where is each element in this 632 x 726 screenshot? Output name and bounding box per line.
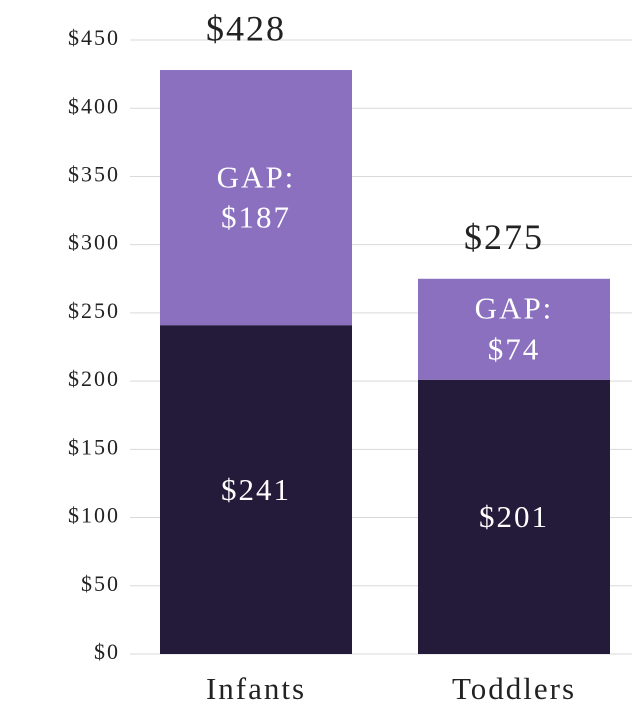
y-tick-label: $400 bbox=[68, 93, 120, 118]
y-tick-label: $0 bbox=[94, 639, 120, 664]
total-label: $428 bbox=[206, 8, 286, 48]
x-tick-label: Infants bbox=[206, 671, 306, 706]
y-tick-label: $350 bbox=[68, 161, 120, 186]
segment-label: $201 bbox=[479, 498, 549, 534]
segment-label: GAP: $187 bbox=[216, 159, 296, 235]
bar-segment bbox=[160, 325, 352, 654]
y-tick-label: $300 bbox=[68, 230, 120, 255]
bar-segment bbox=[418, 278, 610, 380]
y-tick-label: $200 bbox=[68, 366, 120, 391]
y-tick-label: $50 bbox=[81, 571, 120, 596]
segment-label: $241 bbox=[221, 471, 291, 507]
x-tick-label: Toddlers bbox=[452, 671, 576, 706]
total-label: $275 bbox=[464, 217, 544, 257]
y-tick-label: $100 bbox=[68, 503, 120, 528]
bar-segment bbox=[418, 379, 610, 654]
y-tick-label: $450 bbox=[68, 25, 120, 50]
y-tick-label: $150 bbox=[68, 434, 120, 459]
bar-segment bbox=[160, 70, 352, 326]
segment-label: GAP: $74 bbox=[474, 290, 554, 367]
y-tick-label: $250 bbox=[68, 298, 120, 323]
